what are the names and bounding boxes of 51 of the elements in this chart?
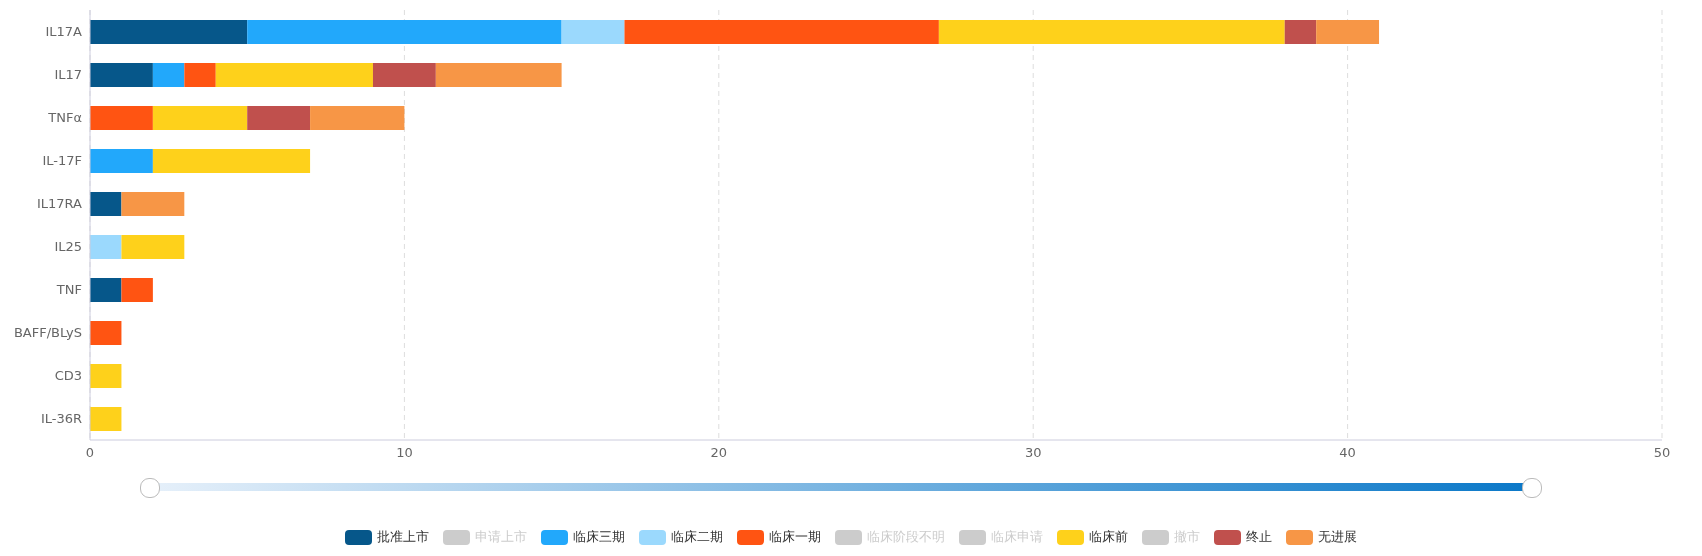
y-tick-label: CD3 [54, 368, 82, 384]
bar [90, 20, 248, 44]
bar [152, 63, 185, 87]
bar [435, 63, 562, 87]
x-tick-label: 30 [1024, 445, 1042, 461]
legend-label: 临床一期 [769, 528, 821, 546]
bar [1316, 20, 1380, 44]
bar [938, 20, 1285, 44]
bar [247, 106, 311, 130]
bar [184, 63, 216, 87]
legend-label: 无进展 [1318, 528, 1357, 546]
y-tick-label: IL-17F [42, 153, 82, 169]
bar [561, 20, 625, 44]
x-tick-label: 50 [1653, 445, 1671, 461]
bar [90, 321, 122, 345]
bar [247, 20, 562, 44]
y-tick-label: BAFF/BLyS [13, 325, 82, 341]
bar [372, 63, 436, 87]
x-tick-label: 20 [710, 445, 728, 461]
legend-label: 临床前 [1089, 528, 1128, 546]
bar [90, 192, 122, 216]
y-tick-label: IL25 [54, 239, 82, 255]
x-tick-label: 40 [1339, 445, 1356, 461]
bar [90, 407, 122, 431]
y-tick-label: TNFα [47, 110, 82, 126]
bar [121, 278, 153, 302]
y-tick-label: IL17 [54, 67, 82, 83]
bar [121, 192, 185, 216]
bar [90, 149, 153, 173]
bar [310, 106, 405, 130]
x-tick-label: 0 [85, 445, 95, 461]
bar [90, 364, 122, 388]
bar [215, 63, 373, 87]
bar [90, 106, 153, 130]
bar [1284, 20, 1317, 44]
bar [90, 235, 122, 259]
bar [90, 63, 153, 87]
bar [90, 278, 122, 302]
bar [152, 106, 248, 130]
legend-label: 临床三期 [573, 528, 625, 546]
legend-label: 临床二期 [671, 528, 723, 546]
bar [121, 235, 185, 259]
bar [624, 20, 939, 44]
y-tick-label: TNF [55, 282, 82, 298]
y-tick-label: IL17RA [36, 196, 83, 212]
bar [152, 149, 311, 173]
legend-label: 批准上市 [377, 528, 429, 546]
x-tick-label: 10 [396, 445, 413, 461]
legend-label: 终止 [1246, 528, 1272, 546]
y-tick-label: IL-36R [40, 411, 82, 427]
y-tick-label: IL17A [45, 24, 83, 40]
